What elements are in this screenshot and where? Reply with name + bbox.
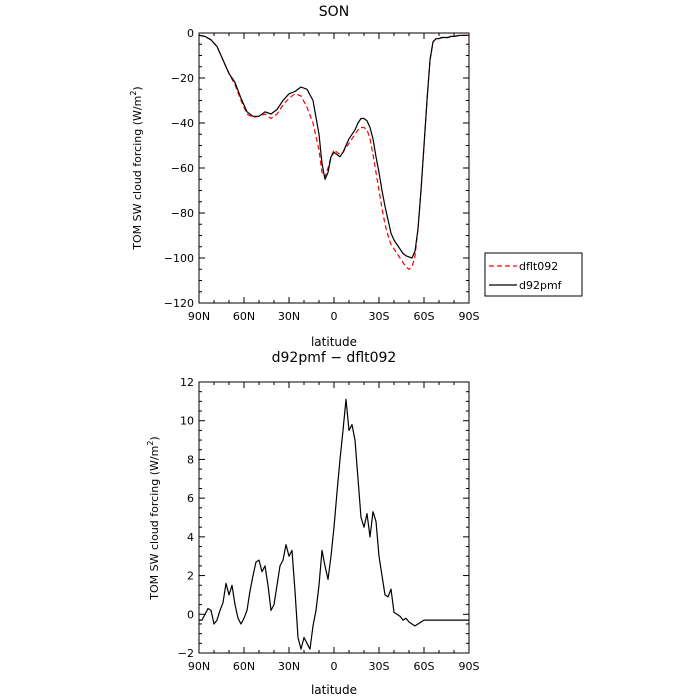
bottom-y-tick-label: 10: [180, 415, 194, 428]
bottom-y-tick-label: −2: [178, 647, 194, 660]
top-y-axis-label-main: TOM SW cloud forcing (W/m: [131, 96, 144, 251]
top-panel: SON TOM SW cloud forcing (W/m2) latitude…: [129, 4, 583, 349]
bottom-x-tick-label: 30S: [369, 660, 390, 673]
top-x-tick-label: 90N: [188, 310, 210, 323]
bottom-y-axis-label: TOM SW cloud forcing (W/m2): [146, 436, 161, 600]
top-y-tick-label: 0: [187, 27, 194, 40]
top-x-tick-label: 60S: [414, 310, 435, 323]
bottom-panel: d92pmf − dflt092 TOM SW cloud forcing (W…: [146, 350, 480, 697]
bottom-y-tick-label: 2: [187, 570, 194, 583]
top-x-tick-label: 60N: [233, 310, 255, 323]
bottom-y-tick-label: 0: [187, 608, 194, 621]
bottom-x-tick-label: 90S: [459, 660, 480, 673]
bottom-y-axis-label-text: TOM SW cloud forcing (W/m2): [146, 436, 161, 600]
bottom-ticks: 90N 60N 30N 0 30S 60S 90S −2 0 2 4 6 8 10 12: [178, 376, 480, 673]
top-y-tick-label: −100: [164, 252, 194, 265]
top-plot-frame: [198, 32, 470, 304]
top-y-axis-label-close: ): [131, 86, 144, 90]
top-y-tick-label: −20: [171, 72, 194, 85]
top-y-tick-label: −60: [171, 162, 194, 175]
top-x-tick-label: 30S: [369, 310, 390, 323]
legend-box: [484, 252, 583, 297]
bottom-x-tick-label: 30N: [278, 660, 300, 673]
bottom-y-tick-label: 6: [187, 492, 194, 505]
bottom-x-tick-label: 0: [331, 660, 338, 673]
top-chart-title: SON: [319, 4, 349, 20]
top-series: [198, 34, 469, 270]
top-x-tick-label: 0: [331, 310, 338, 323]
top-y-tick-label: −80: [171, 207, 194, 220]
top-y-tick-label: −120: [164, 297, 194, 310]
bottom-y-axis-label-close: ): [148, 436, 161, 440]
legend-label-d92pmf: d92pmf: [519, 279, 563, 292]
top-y-axis-label: TOM SW cloud forcing (W/m2): [129, 86, 144, 250]
bottom-plot-frame: [198, 381, 470, 654]
top-ticks: 90N 60N 30N 0 30S 60S 90S −120 −100 −80 −60 −40 −20 0: [164, 27, 480, 323]
top-series-line-d92pmf: [198, 34, 469, 259]
top-x-axis-label: latitude: [311, 335, 357, 349]
top-x-tick-label: 90S: [459, 310, 480, 323]
top-x-tick-label: 30N: [278, 310, 300, 323]
top-y-tick-label: −40: [171, 117, 194, 130]
bottom-x-tick-label: 60N: [233, 660, 255, 673]
bottom-y-axis-label-sup: 2: [146, 441, 155, 446]
bottom-y-tick-label: 12: [180, 376, 194, 389]
bottom-x-tick-label: 60S: [414, 660, 435, 673]
bottom-y-tick-label: 4: [187, 531, 194, 544]
top-y-axis-label-text: TOM SW cloud forcing (W/m2): [129, 86, 144, 250]
legend: dflt092 d92pmf: [484, 252, 583, 297]
bottom-series: [199, 398, 469, 650]
bottom-chart-title: d92pmf − dflt092: [272, 350, 397, 366]
bottom-y-axis-label-main: TOM SW cloud forcing (W/m: [148, 446, 161, 601]
bottom-x-tick-label: 90N: [188, 660, 210, 673]
bottom-series-line-series-0: [199, 398, 469, 650]
top-y-axis-label-sup: 2: [129, 91, 138, 96]
legend-label-dflt092: dflt092: [519, 260, 558, 273]
bottom-x-axis-label: latitude: [311, 683, 357, 697]
bottom-y-tick-label: 8: [187, 453, 194, 466]
